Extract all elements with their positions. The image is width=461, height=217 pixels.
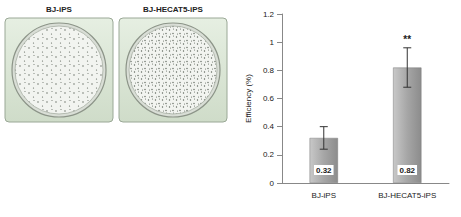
svg-text:0.32: 0.32 [316, 166, 332, 175]
svg-text:BJ-iPS: BJ-iPS [46, 5, 72, 14]
svg-text:BJ-iPS: BJ-iPS [312, 191, 336, 200]
svg-text:0: 0 [270, 179, 275, 188]
svg-text:0.8: 0.8 [263, 66, 275, 75]
svg-text:0.82: 0.82 [399, 166, 415, 175]
svg-text:1.2: 1.2 [263, 10, 275, 19]
svg-text:BJ-HECAT5-iPS: BJ-HECAT5-iPS [378, 191, 436, 200]
svg-text:BJ-HECAT5-iPS: BJ-HECAT5-iPS [143, 5, 204, 14]
svg-text:0.2: 0.2 [263, 150, 275, 159]
svg-text:Efficiency (%): Efficiency (%) [244, 74, 253, 123]
svg-text:0.4: 0.4 [263, 122, 275, 131]
svg-text:0.6: 0.6 [263, 94, 275, 103]
svg-text:**: ** [403, 34, 411, 45]
svg-text:1: 1 [270, 38, 275, 47]
